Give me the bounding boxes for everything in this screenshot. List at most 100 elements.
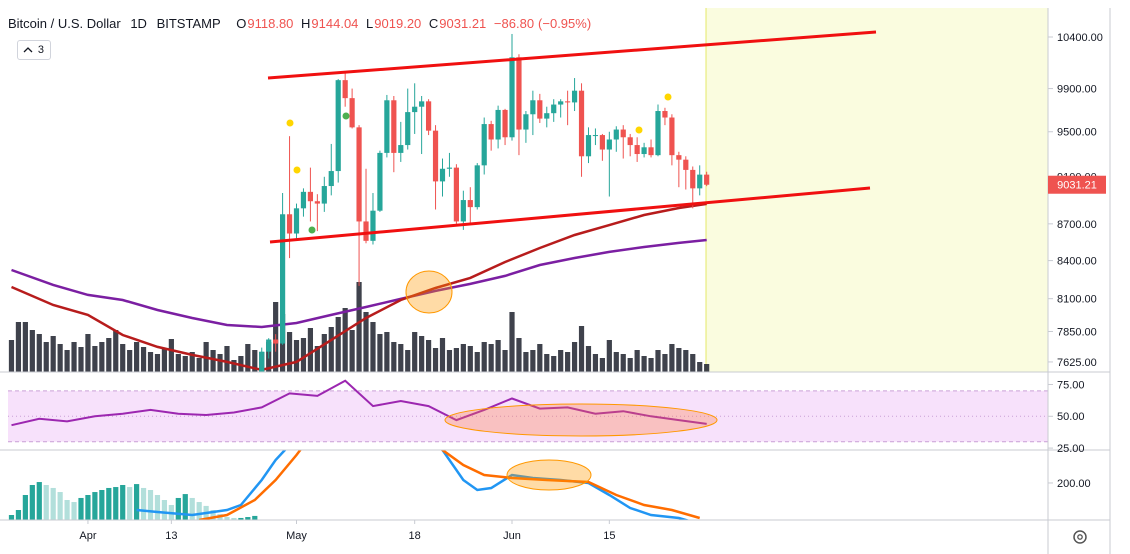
histogram-bar	[210, 510, 216, 520]
volume-bar	[495, 340, 501, 372]
volume-bar	[565, 352, 571, 372]
volume-bar	[544, 354, 550, 372]
volume-bar	[641, 356, 647, 372]
highlight-ellipse	[405, 270, 453, 314]
volume-bar	[537, 344, 543, 372]
macd-line	[198, 450, 701, 520]
volume-bar	[140, 347, 147, 372]
volume-bar	[210, 350, 216, 372]
volume-bar	[453, 348, 459, 372]
volume-bar	[293, 340, 300, 372]
candle-body	[405, 112, 411, 146]
volume-bar	[384, 332, 390, 372]
candle-body	[571, 90, 578, 103]
volume-bar	[147, 352, 154, 372]
volume-bar	[398, 344, 404, 372]
volume-bar	[113, 330, 119, 372]
candle-body	[307, 191, 314, 202]
candle-body	[460, 200, 466, 222]
moving-average	[11, 238, 707, 329]
volume-bar	[22, 322, 28, 372]
axis-labels: 10400.009900.009500.009100.008700.008400…	[79, 32, 1106, 542]
candle-body	[391, 100, 397, 153]
candle-body	[467, 200, 473, 208]
candle-body	[453, 167, 459, 222]
chevron-path	[23, 47, 33, 53]
candle-body	[293, 208, 300, 234]
candle-body	[690, 169, 696, 189]
histogram-bar	[189, 497, 195, 520]
volume-bar	[321, 334, 327, 372]
y-tick-label: 9500.00	[1057, 127, 1097, 139]
volume-bar	[704, 364, 710, 372]
gear-icon[interactable]	[1073, 530, 1087, 544]
volume-bar	[356, 282, 362, 372]
volume-bar	[488, 344, 494, 372]
candle-body	[606, 139, 612, 150]
volume-bar	[613, 352, 619, 372]
histogram-bar	[231, 517, 237, 520]
volume-bar	[405, 350, 411, 372]
volume-bar	[669, 344, 675, 372]
interval[interactable]: 1D	[130, 16, 147, 31]
candle-body	[349, 98, 355, 128]
volume-bar	[481, 342, 487, 372]
candle-body	[495, 109, 501, 140]
volume-bar	[161, 348, 168, 372]
candle-body	[509, 57, 515, 138]
exchange: BITSTAMP	[156, 16, 221, 31]
candle-body	[620, 129, 626, 138]
volume-bar	[8, 340, 15, 372]
candle-body	[599, 135, 605, 150]
candle-body	[676, 155, 682, 160]
y-tick-label: 75.00	[1057, 379, 1085, 391]
candle-body	[363, 221, 369, 241]
histogram-bar	[134, 484, 140, 520]
volume-bar	[154, 354, 161, 372]
volume-bar	[196, 358, 202, 372]
settings-button[interactable]	[1073, 530, 1087, 544]
volume-bar	[634, 350, 640, 372]
indicator-toggle[interactable]: 3	[17, 40, 51, 60]
histogram-bar	[36, 482, 42, 520]
signal-marker	[286, 119, 294, 127]
candle-body	[439, 168, 446, 182]
macd-pane	[8, 450, 701, 520]
histogram-bar	[8, 515, 15, 520]
highlight-region	[706, 8, 1048, 372]
candle-body	[377, 152, 383, 211]
candle-body	[370, 210, 376, 241]
candle-body	[523, 114, 529, 130]
candle-body	[321, 186, 327, 204]
gear-hub	[1077, 534, 1083, 540]
y-tick-label: 7625.00	[1057, 357, 1097, 369]
signal-marker	[635, 126, 643, 134]
volume-bar	[460, 344, 466, 372]
volume-bar	[92, 346, 98, 372]
y-tick-label: 8400.00	[1057, 255, 1097, 267]
x-tick-label: Jun	[503, 530, 521, 542]
histogram-bar	[182, 494, 188, 520]
candle-body	[481, 124, 487, 166]
histogram-bar	[238, 517, 244, 520]
candle-body	[286, 214, 293, 234]
volume-bar	[57, 344, 63, 372]
change-value: −86.80	[493, 16, 535, 31]
histogram-bar	[85, 495, 91, 520]
volume-bar	[551, 356, 557, 372]
candle-body	[273, 339, 279, 344]
volume-bar	[467, 346, 473, 372]
volume-bar	[502, 350, 508, 372]
candle-body	[474, 165, 480, 208]
candle-body	[328, 171, 334, 187]
volume-bar	[349, 330, 355, 372]
histogram-bar	[64, 500, 70, 520]
volume-bar	[224, 346, 230, 372]
x-tick-label: May	[286, 530, 307, 542]
histogram-bar	[175, 497, 181, 520]
candle-body	[335, 80, 341, 172]
candle-body	[516, 57, 522, 130]
candle-body	[384, 100, 390, 153]
volume-bar	[578, 326, 585, 372]
